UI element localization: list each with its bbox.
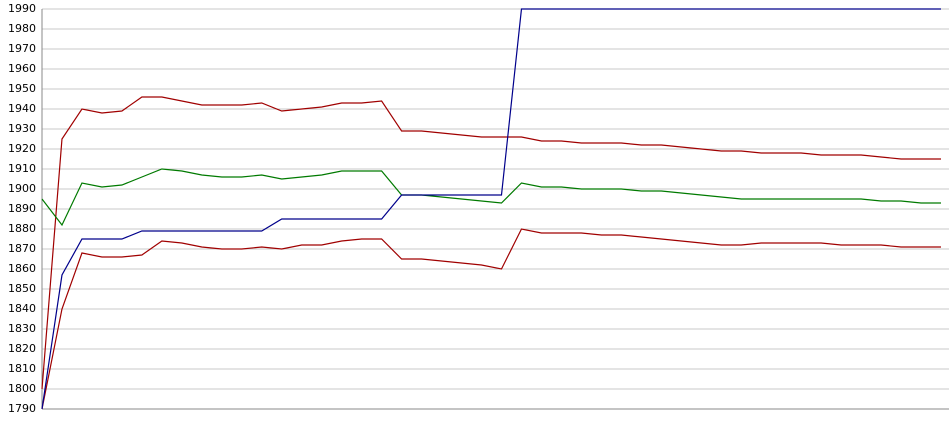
- y-tick-label: 1890: [8, 202, 36, 215]
- y-tick-label: 1800: [8, 382, 36, 395]
- y-tick-label: 1820: [8, 342, 36, 355]
- y-tick-label: 1930: [8, 122, 36, 135]
- y-tick-label: 1870: [8, 242, 36, 255]
- y-tick-label: 1960: [8, 62, 36, 75]
- y-tick-label: 1860: [8, 262, 36, 275]
- y-tick-label: 1910: [8, 162, 36, 175]
- y-tick-label: 1790: [8, 402, 36, 415]
- y-tick-label: 1880: [8, 222, 36, 235]
- series-line: [41, 168, 941, 227]
- y-tick-label: 1830: [8, 322, 36, 335]
- y-tick-label: 1940: [8, 102, 36, 115]
- y-tick-label: 1980: [8, 22, 36, 35]
- y-tick-label: 1900: [8, 182, 36, 195]
- series-line: [41, 8, 941, 410]
- y-tick-label: 1810: [8, 362, 36, 375]
- y-tick-label: 1920: [8, 142, 36, 155]
- y-tick-label: 1850: [8, 282, 36, 295]
- series-line: [41, 228, 941, 410]
- y-tick-label: 1840: [8, 302, 36, 315]
- y-tick-label: 1950: [8, 82, 36, 95]
- y-tick-label: 1990: [8, 2, 36, 15]
- series-line: [41, 96, 941, 390]
- y-tick-label: 1970: [8, 42, 36, 55]
